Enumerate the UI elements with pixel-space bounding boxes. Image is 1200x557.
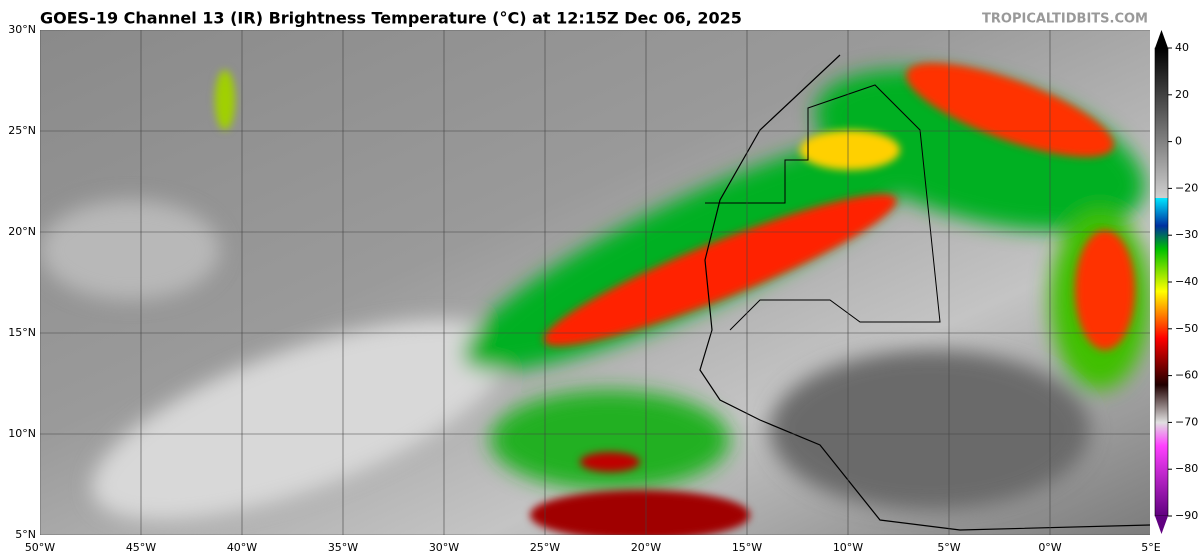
- lat-label: 30°N: [8, 23, 36, 36]
- colorbar-arrow: [1155, 516, 1168, 534]
- colorbar-label: −30: [1175, 228, 1198, 241]
- colorbar-label: 40: [1175, 41, 1189, 54]
- lon-label: 30°W: [429, 541, 459, 554]
- colorbar: [1154, 47, 1169, 517]
- lon-label: 0°W: [1038, 541, 1061, 554]
- lat-label: 15°N: [8, 326, 36, 339]
- colorbar-label: −90: [1175, 509, 1198, 522]
- satellite-image: [40, 30, 1150, 535]
- lon-label: 5°W: [937, 541, 960, 554]
- lon-label: 50°W: [25, 541, 55, 554]
- lon-label: 10°W: [833, 541, 863, 554]
- lon-label: 5°E: [1141, 541, 1160, 554]
- site-name: TROPICALTIDBITS.COM: [982, 12, 1148, 27]
- colorbar-label: −50: [1175, 322, 1198, 335]
- title: GOES-19 Channel 13 (IR) Brightness Tempe…: [40, 9, 742, 28]
- colorbar-label: −60: [1175, 369, 1198, 382]
- lon-label: 35°W: [328, 541, 358, 554]
- colorbar-label: −20: [1175, 181, 1198, 194]
- lat-label: 5°N: [15, 528, 36, 541]
- colorbar-label: −70: [1175, 415, 1198, 428]
- lon-label: 40°W: [227, 541, 257, 554]
- colorbar-label: 0: [1175, 135, 1182, 148]
- lon-label: 20°W: [631, 541, 661, 554]
- colorbar-label: −80: [1175, 462, 1198, 475]
- lat-label: 25°N: [8, 124, 36, 137]
- colorbar-label: −40: [1175, 275, 1198, 288]
- colorbar-label: 20: [1175, 88, 1189, 101]
- lat-label: 10°N: [8, 427, 36, 440]
- lat-label: 20°N: [8, 225, 36, 238]
- lon-label: 25°W: [530, 541, 560, 554]
- lon-label: 15°W: [732, 541, 762, 554]
- lon-label: 45°W: [126, 541, 156, 554]
- colorbar-arrow: [1155, 30, 1168, 48]
